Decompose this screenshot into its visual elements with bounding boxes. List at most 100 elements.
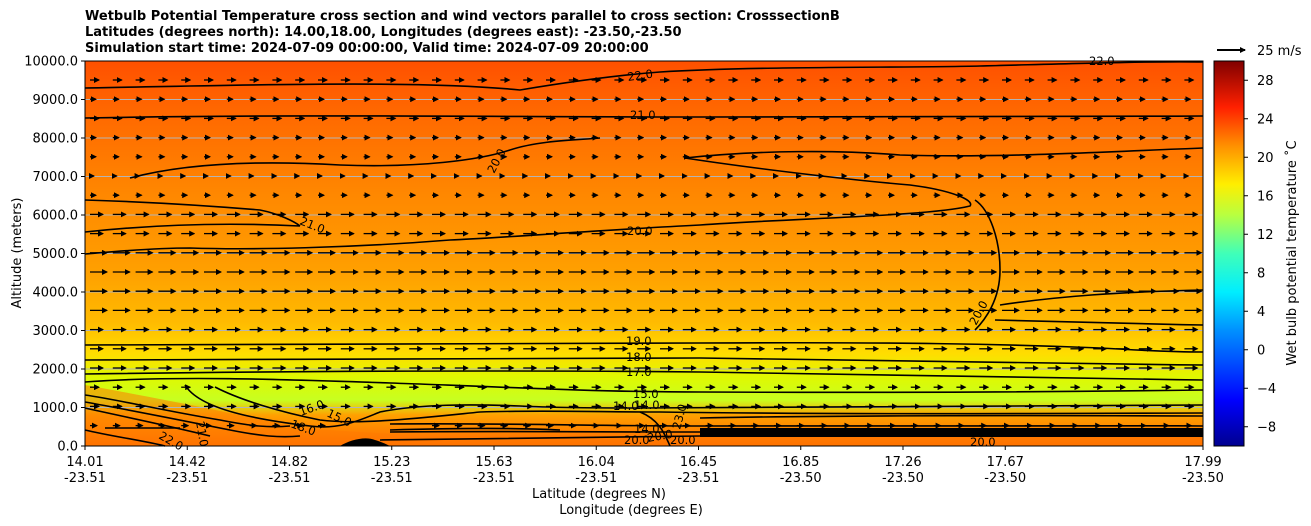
x-tick-label-lon: -23.50 — [984, 471, 1026, 486]
x-tick-label-lat: 16.85 — [782, 455, 819, 470]
wind-key: 25 m/s — [1217, 44, 1302, 59]
surface-band — [700, 428, 1203, 437]
x-tick-label-lat: 16.04 — [578, 455, 615, 470]
colorbar-tick-label: 0 — [1257, 343, 1265, 358]
contour-line — [389, 427, 561, 431]
contour-line — [389, 423, 1204, 427]
x-tick-label-lon: -23.50 — [1182, 471, 1224, 486]
contour-line — [639, 411, 671, 447]
y-tick-label: 3000.0 — [33, 324, 79, 339]
contour-label: 22.0 — [626, 67, 653, 84]
terrain-bump — [340, 438, 390, 446]
contour-label: 14.0 — [613, 399, 639, 413]
wind-key-label: 25 m/s — [1257, 44, 1302, 59]
colorbar-tick-label: 16 — [1257, 189, 1274, 204]
contour-label: 20.0 — [970, 435, 996, 449]
contour-label: 15.0 — [633, 387, 659, 401]
y-tick-label: 0.0 — [57, 440, 78, 455]
title-line-1: Wetbulb Potential Temperature cross sect… — [85, 9, 840, 24]
contour-label: 21.0 — [630, 108, 656, 122]
y-tick-label: 8000.0 — [33, 132, 79, 147]
colorbar-tick-label: 8 — [1257, 266, 1265, 281]
contour-line — [84, 429, 166, 447]
x-axis-label-lat: Latitude (degrees N) — [532, 487, 666, 502]
title-line-2: Latitudes (degrees north): 14.00,18.00, … — [85, 25, 682, 40]
colorbar-tick-label: −4 — [1257, 382, 1276, 397]
y-axis: 0.0 1000.0 2000.0 3000.0 4000.0 5000.0 6000.0 7… — [24, 55, 85, 455]
colorbar-tick-label: 28 — [1257, 74, 1274, 89]
contour-line — [84, 394, 291, 428]
y-tick-label: 1000.0 — [33, 401, 79, 416]
contour-label: 18.0 — [626, 350, 652, 364]
contour-label: 19.0 — [626, 334, 652, 348]
contour-line — [84, 341, 1204, 353]
contour-line — [84, 401, 301, 438]
colorbar-ticks: −8 −4 0 4 8 12 16 20 24 28 — [1244, 74, 1276, 435]
contour-line — [129, 137, 601, 179]
x-tick-label-lon: -23.51 — [678, 471, 720, 486]
x-tick-label-lat: 17.99 — [1184, 455, 1221, 470]
x-tick-label-lon: -23.51 — [575, 471, 617, 486]
x-tick-label-lon: -23.51 — [269, 471, 311, 486]
colorbar-tick-label: 24 — [1257, 112, 1274, 127]
x-axis: 14.01-23.5114.42-23.5114.82-23.5115.23-2… — [64, 446, 1224, 486]
contour-line — [84, 115, 1204, 119]
contour-label: 17.0 — [626, 365, 652, 379]
contour-label: 14.0 — [634, 422, 660, 436]
colorbar-tick-label: 20 — [1257, 151, 1274, 166]
contour-line — [84, 157, 972, 255]
x-tick-label-lat: 16.45 — [680, 455, 717, 470]
x-tick-label-lat: 15.63 — [475, 455, 512, 470]
x-tick-label-lat: 17.67 — [987, 455, 1024, 470]
x-tick-label-lon: -23.51 — [371, 471, 413, 486]
x-tick-label-lat: 15.23 — [373, 455, 410, 470]
contour-line — [84, 356, 1204, 366]
colorbar-label: Wet bulb potential temperature ˚C — [1284, 140, 1300, 365]
y-axis-label: Altitude (meters) — [10, 198, 25, 309]
contour-label: 20.0 — [624, 433, 650, 447]
title-line-3: Simulation start time: 2024-07-09 00:00:… — [85, 41, 649, 56]
x-tick-label-lon: -23.50 — [780, 471, 822, 486]
contour-line — [84, 377, 1204, 394]
contour-line — [684, 147, 1204, 159]
contour-label: 23.0 — [669, 402, 689, 430]
chart-title-block: Wetbulb Potential Temperature cross sect… — [85, 9, 840, 57]
y-tick-label: 6000.0 — [33, 209, 79, 224]
x-axis-label-lon: Longitude (degrees E) — [559, 503, 703, 518]
y-tick-label: 5000.0 — [33, 247, 79, 262]
contour-line — [994, 289, 1204, 326]
y-tick-label: 7000.0 — [33, 170, 79, 185]
x-tick-label-lon: -23.51 — [64, 471, 106, 486]
contour-line — [699, 414, 1204, 419]
contour-line — [84, 199, 301, 233]
colorbar-tick-label: −8 — [1257, 420, 1276, 435]
contour-label: 20.0 — [627, 224, 653, 238]
contour-line — [84, 61, 1204, 91]
y-tick-label: 2000.0 — [33, 363, 79, 378]
x-tick-label-lat: 17.26 — [884, 455, 921, 470]
contour-label: 20.0 — [670, 433, 696, 447]
contour-line — [84, 370, 1204, 381]
x-tick-label-lon: -23.50 — [882, 471, 924, 486]
contour-line — [184, 384, 1204, 428]
colorbar-tick-label: 12 — [1257, 228, 1274, 243]
surface-warm-patch — [85, 385, 1203, 446]
contour-line — [84, 407, 211, 437]
y-tick-label: 9000.0 — [33, 93, 79, 108]
y-tick-label: 10000.0 — [24, 55, 78, 70]
x-tick-label-lat: 14.82 — [271, 455, 308, 470]
colorbar: −8 −4 0 4 8 12 16 20 24 28 Wet bulb potential tem… — [1213, 60, 1300, 447]
x-tick-label-lon: -23.51 — [473, 471, 515, 486]
contour-line — [974, 199, 1001, 331]
y-tick-label: 4000.0 — [33, 286, 79, 301]
x-tick-label-lat: 14.42 — [169, 455, 206, 470]
contour-label: 20.0 — [646, 427, 674, 445]
contour-line — [214, 386, 1204, 423]
x-tick-label-lat: 14.01 — [66, 455, 103, 470]
contour-label: 21.0 — [193, 420, 211, 448]
colorbar-tick-label: 4 — [1257, 305, 1265, 320]
contour-label: 14.0 — [634, 398, 660, 412]
x-tick-label-lon: -23.51 — [166, 471, 208, 486]
temperature-contours — [84, 61, 1204, 447]
